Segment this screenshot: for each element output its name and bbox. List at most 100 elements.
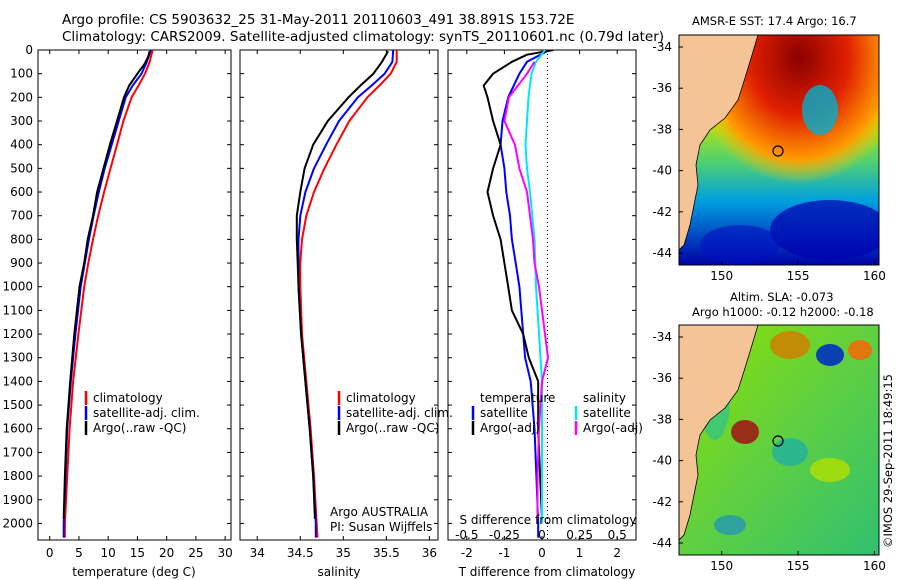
s-difference-label: S difference from climatology [460, 513, 637, 527]
profile-title: Argo profile: CS 5903632_25 31-May-2011 … [62, 12, 575, 28]
t-difference-xlabel: T difference from climatology [458, 565, 636, 579]
y-tick-label: 100 [10, 67, 33, 81]
y-tick-label: 1300 [2, 351, 33, 365]
lon-tick-label: 160 [863, 269, 886, 283]
sst-map-axes: -34 -36 -38 -40 -42 -44 150 155 160 [652, 40, 885, 283]
lat-tick-label: -38 [652, 122, 672, 136]
legend-label: Argo(..raw -QC) [93, 421, 186, 435]
y-tick-label: 1100 [2, 303, 33, 317]
sla-map-title: Altim. SLA: -0.073 [730, 290, 834, 304]
y-tick-label: 1500 [2, 398, 33, 412]
lon-tick-label: 155 [787, 269, 810, 283]
x-tick-label: 25 [188, 546, 203, 560]
x-tick-label: -0.25 [489, 528, 520, 542]
salinity-legend: climatology satellite-adj. clim. Argo(..… [330, 391, 453, 534]
x-tick-label: 36 [422, 546, 437, 560]
y-tick-label: 1200 [2, 327, 33, 341]
x-tick-label: 35 [336, 546, 351, 560]
lon-tick-label: 155 [787, 559, 810, 573]
difference-legend: temperature salinity satellite Argo(-adj… [471, 391, 643, 435]
y-tick-label: 600 [10, 185, 33, 199]
salinity-xlabel: salinity [317, 565, 360, 579]
series-line-temperature-satellite [499, 50, 550, 538]
lat-tick-label: -34 [652, 40, 672, 54]
sst-map [679, 35, 879, 265]
sla-map-axes: -34 -36 -38 -40 -42 -44 150 155 160 [652, 330, 885, 573]
difference-profiles [482, 50, 554, 540]
series-line-salinity-satellite [524, 50, 546, 524]
legend-label: satellite-adj. clim. [93, 406, 200, 420]
legend-label: Argo(-adj) [583, 421, 643, 435]
legend-label: satellite [480, 406, 528, 420]
legend-label: satellite [583, 406, 631, 420]
series-line-climatology [299, 50, 398, 538]
y-tick-label: 0 [25, 43, 33, 57]
lon-tick-label: 150 [710, 269, 733, 283]
x-tick-label: -2 [461, 546, 473, 560]
lat-tick-label: -36 [652, 371, 672, 385]
x-tick-label: 34.5 [287, 546, 314, 560]
x-tick-label: 15 [130, 546, 145, 560]
imos-timestamp: ©IMOS 29-Sep-2011 18:49:15 [881, 374, 895, 548]
y-tick-label: 200 [10, 90, 33, 104]
series-line-argo-raw-qc- [62, 50, 151, 519]
series-line-climatology [63, 50, 154, 538]
lat-tick-label: -34 [652, 330, 672, 344]
lat-tick-label: -38 [652, 412, 672, 426]
y-tick-label: 800 [10, 232, 33, 246]
float-position-marker [772, 435, 784, 447]
lat-tick-label: -42 [652, 495, 672, 509]
temperature-x-axis: 0 5 10 15 20 25 30 [46, 50, 233, 560]
x-tick-label: 1 [576, 546, 584, 560]
y-tick-label: 1800 [2, 469, 33, 483]
sla-argo-title: Argo h1000: -0.12 h2000: -0.18 [692, 305, 874, 319]
y-tick-label: 300 [10, 114, 33, 128]
legend-label: climatology [346, 391, 416, 405]
lon-tick-label: 150 [710, 559, 733, 573]
x-tick-label: 0 [538, 546, 546, 560]
x-tick-label: 5 [75, 546, 83, 560]
y-tick-label: 1900 [2, 493, 33, 507]
salinity-axes-frame [239, 49, 439, 541]
x-tick-label: -1 [498, 546, 510, 560]
y-tick-label: 1400 [2, 374, 33, 388]
x-tick-label: 35.5 [373, 546, 400, 560]
x-tick-label: 34 [250, 546, 265, 560]
temperature-profiles [62, 50, 154, 538]
x-tick-label: -0.5 [455, 528, 478, 542]
y-tick-label: 900 [10, 256, 33, 270]
sst-map-title: AMSR-E SST: 17.4 Argo: 16.7 [692, 14, 857, 28]
y-tick-label: 1600 [2, 422, 33, 436]
lat-tick-label: -44 [652, 536, 672, 550]
y-tick-label: 1000 [2, 280, 33, 294]
argo-pi-label: PI: Susan Wijffels [330, 520, 432, 534]
y-tick-label: 500 [10, 161, 33, 175]
series-line-argo-raw-qc- [295, 50, 389, 519]
lat-tick-label: -44 [652, 246, 672, 260]
legend-label: satellite-adj. clim. [346, 406, 453, 420]
australia-land [679, 325, 759, 541]
temperature-xlabel: temperature (deg C) [72, 565, 195, 579]
salinity-x-axis: 34 34.5 35 35.5 36 [250, 50, 437, 560]
lon-tick-label: 160 [863, 559, 886, 573]
lat-tick-label: -36 [652, 81, 672, 95]
lat-tick-label: -40 [652, 454, 672, 468]
s-difference-x-axis: -0.5 -0.25 0 0.25 0.5 [455, 528, 627, 542]
legend-title-salinity: salinity [583, 391, 626, 405]
temperature-legend: climatology satellite-adj. clim. Argo(..… [84, 391, 200, 435]
x-tick-label: 30 [218, 546, 233, 560]
lat-tick-label: -40 [652, 164, 672, 178]
x-tick-label: 0 [538, 528, 546, 542]
australia-land [679, 35, 759, 251]
lat-tick-label: -42 [652, 205, 672, 219]
x-tick-label: 0.5 [608, 528, 627, 542]
argo-program-label: Argo AUSTRALIA [330, 505, 429, 519]
legend-label: climatology [93, 391, 163, 405]
x-tick-label: 20 [159, 546, 174, 560]
temperature-axes-frame [37, 49, 232, 541]
y-tick-label: 700 [10, 209, 33, 223]
climatology-title: Climatology: CARS2009. Satellite-adjuste… [62, 29, 665, 45]
float-position-marker [772, 145, 784, 157]
series-line-satellite-adj-clim- [62, 50, 152, 538]
